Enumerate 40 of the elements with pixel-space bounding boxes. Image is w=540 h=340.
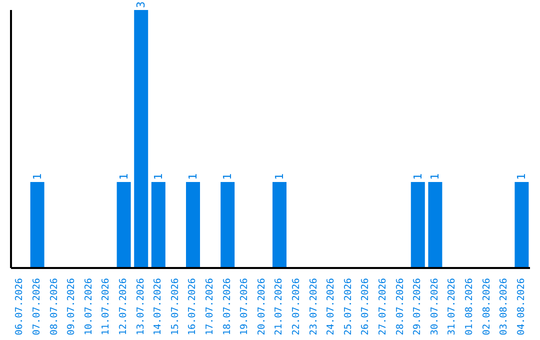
- x-tick-label: 19.07.2026: [239, 278, 250, 336]
- x-tick-label: 04.08.2026: [516, 278, 527, 336]
- data-label: 1: [152, 173, 165, 180]
- data-label: 1: [515, 173, 528, 180]
- x-tick-label: 14.07.2026: [152, 278, 164, 336]
- data-label: 1: [221, 173, 234, 180]
- x-tick-label: 17.07.2026: [204, 278, 216, 336]
- x-tick-label: 01.08.2026: [464, 278, 475, 336]
- data-label: 1: [428, 173, 442, 180]
- x-tick-label: 18.07.2026: [222, 278, 233, 336]
- x-tick-label: 21.07.2026: [274, 278, 285, 336]
- x-tick-label: 06.07.2026: [14, 278, 26, 336]
- x-tick-label: 20.07.2026: [256, 278, 268, 336]
- x-tick-label: 07.07.2026: [31, 278, 42, 336]
- x-tick-label: 23.07.2026: [308, 278, 320, 336]
- x-tick-label: 16.07.2026: [187, 278, 198, 336]
- data-label: 1: [273, 173, 286, 180]
- x-tick-label: 08.07.2026: [48, 278, 60, 336]
- data-label: 1: [186, 173, 200, 180]
- x-tick-label: 09.07.2026: [66, 278, 78, 336]
- x-tick-label: 31.07.2026: [446, 278, 458, 336]
- data-label: 1: [117, 173, 130, 180]
- x-tick-label: 10.07.2026: [83, 278, 94, 336]
- data-label: 3: [134, 1, 148, 8]
- x-tick-label: 13.07.2026: [135, 278, 146, 336]
- x-tick-label: 12.07.2026: [118, 278, 129, 336]
- x-tick-label: 26.07.2026: [360, 278, 372, 336]
- x-tick-label: 29.07.2026: [412, 278, 424, 336]
- x-tick-label: 15.07.2026: [170, 278, 181, 336]
- x-tick-label: 28.07.2026: [394, 278, 406, 336]
- x-tick-label: 25.07.2026: [342, 278, 354, 336]
- data-label: 1: [411, 173, 424, 180]
- x-tick-label: 03.08.2026: [498, 278, 510, 336]
- x-tick-label: 22.07.2026: [290, 278, 302, 336]
- x-tick-label: 11.07.2026: [100, 278, 112, 336]
- x-tick-label: 24.07.2026: [326, 278, 337, 336]
- x-tick-label: 30.07.2026: [429, 278, 440, 336]
- data-label: 1: [30, 173, 44, 180]
- x-tick-label: 27.07.2026: [377, 278, 388, 336]
- x-tick-label: 02.08.2026: [481, 278, 492, 336]
